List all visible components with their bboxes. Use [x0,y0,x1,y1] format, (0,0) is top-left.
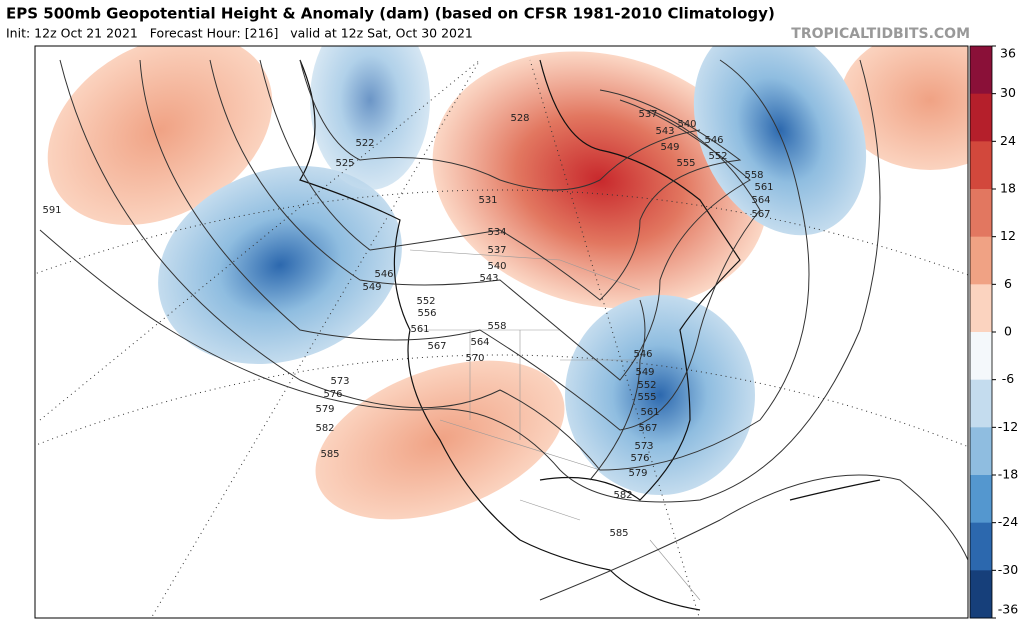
contour-label: 549 [660,142,679,153]
colorbar-tick-label: -12 [998,419,1018,434]
colorbar-segment [970,46,992,95]
contour-label: 552 [708,151,727,162]
watermark: TROPICALTIDBITS.COM [791,26,970,42]
colorbar-tick-label: 6 [1004,276,1012,291]
contour-label: 585 [320,449,339,460]
contour-label: 570 [465,353,484,364]
colorbar-tick-label: -6 [1002,371,1015,386]
colorbar-segment [970,522,992,571]
colorbar-tick-label: -36 [998,602,1018,617]
colorbar-tick-label: 18 [1000,181,1016,196]
contour-label: 546 [374,269,393,280]
contour-label: 534 [487,227,506,238]
contour-label: 537 [638,109,657,120]
contour-labels: 5915255225285315345375405435465495525565… [42,109,773,539]
contour-label: 579 [315,404,334,415]
colorbar-tick-label: -18 [998,467,1018,482]
colorbar-tick-label: 30 [1000,85,1016,100]
colorbar-segment [970,284,992,333]
colorbar-segment [970,570,992,619]
contour-label: 531 [478,195,497,206]
colorbar-tick-label: 0 [1004,324,1012,339]
colorbar-segment [970,189,992,238]
colorbar-tick-label: 36 [1000,46,1016,61]
contour-label: 528 [510,113,529,124]
contour-label: 549 [635,367,654,378]
contour-label: 582 [315,423,334,434]
contour-label: 564 [751,195,770,206]
contour-label: 522 [355,138,374,149]
contour-label: 567 [638,423,657,434]
contour-label: 543 [655,126,674,137]
contour-label: 546 [704,135,723,146]
colorbar-tick-label: -30 [998,562,1018,577]
subtitle: Init: 12z Oct 21 2021 Forecast Hour: [21… [6,26,473,41]
contour-label: 561 [754,182,773,193]
contour-label: 561 [410,324,429,335]
contour-label: 576 [630,453,649,464]
contour-label: 576 [323,389,342,400]
contour-label: 561 [640,407,659,418]
colorbar-tick-label: -24 [998,514,1018,529]
contour-label: 555 [676,158,695,169]
contour-label: 537 [487,245,506,256]
map-frame [34,45,969,619]
colorbar-segment [970,427,992,476]
colorbar-segment [970,332,992,381]
contour-label: 540 [677,119,696,130]
colorbar-segment [970,141,992,190]
colorbar-segment [970,93,992,142]
contour-label: 573 [634,441,653,452]
contour-label: 555 [637,392,656,403]
map [35,46,968,618]
colorbar-tick-label: 24 [1000,133,1016,148]
colorbar: 36 30 24 18 12 6 0 -6 -12 -18 -24 -30 -36 [969,45,1018,619]
contour-label: 558 [487,321,506,332]
title: EPS 500mb Geopotential Height & Anomaly … [6,5,775,23]
contour-label: 540 [487,261,506,272]
contour-label: 552 [416,296,435,307]
contour-label: 549 [362,282,381,293]
colorbar-segment [970,236,992,285]
contour-label: 546 [633,349,652,360]
contour-label: 543 [479,273,498,284]
contour-label: 525 [335,158,354,169]
contour-label: 585 [609,528,628,539]
colorbar-segment [970,475,992,524]
contour-label: 582 [613,490,632,501]
contour-label: 556 [417,308,436,319]
contour-label: 567 [427,341,446,352]
contour-label: 552 [637,380,656,391]
colorbar-segment [970,379,992,428]
contour-label: 579 [628,468,647,479]
contour-label: 558 [744,170,763,181]
contour-label: 564 [470,337,489,348]
contour-label: 573 [330,376,349,387]
colorbar-tick-label: 12 [1000,228,1016,243]
contour-label: 591 [42,205,61,216]
contour-label: 567 [751,209,770,220]
